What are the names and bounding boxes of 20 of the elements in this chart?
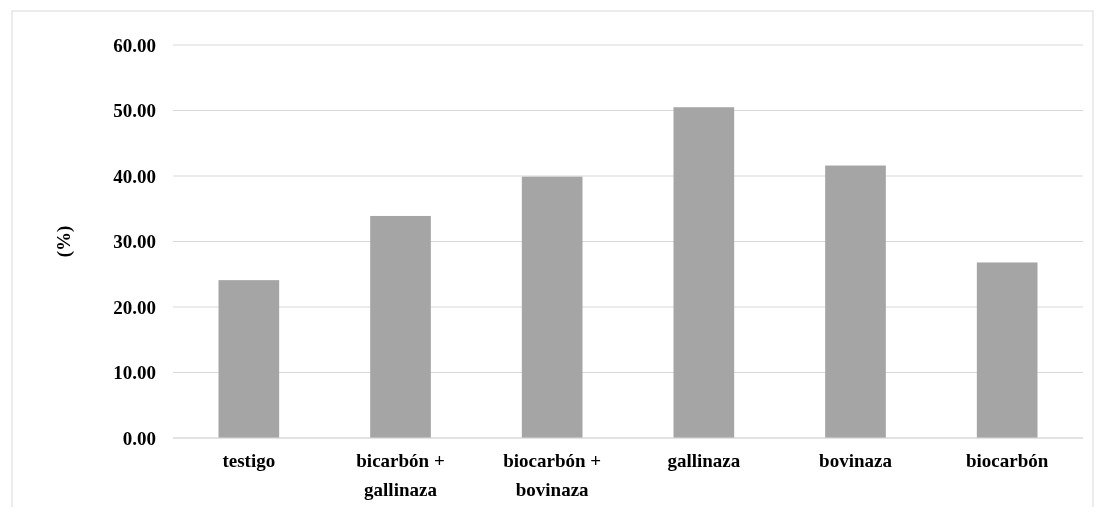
- x-tick-label: gallinaza: [667, 450, 741, 471]
- bar: [673, 107, 735, 438]
- x-tick-label: bovinaza: [819, 450, 893, 471]
- x-tick-label: biocarbón: [965, 450, 1049, 471]
- bar: [521, 176, 583, 438]
- bar: [370, 215, 431, 438]
- y-tick-label: 60.00: [113, 34, 156, 56]
- bar: [218, 280, 280, 438]
- y-tick-label: 30.00: [113, 231, 156, 253]
- bar: [825, 165, 886, 438]
- x-tick-label: bicarbón + gallinaza: [356, 450, 445, 500]
- y-tick-label: 0.00: [122, 427, 156, 449]
- y-tick-label: 40.00: [113, 165, 156, 187]
- bar: [976, 262, 1038, 438]
- y-tick-label: 10.00: [113, 362, 156, 384]
- x-tick-label: biocarbón + bovinaza: [503, 450, 602, 500]
- y-axis-title: (%): [53, 225, 75, 258]
- x-tick-label: testigo: [222, 450, 276, 471]
- y-tick-label: 20.00: [113, 296, 156, 318]
- y-tick-label: 50.00: [113, 100, 156, 122]
